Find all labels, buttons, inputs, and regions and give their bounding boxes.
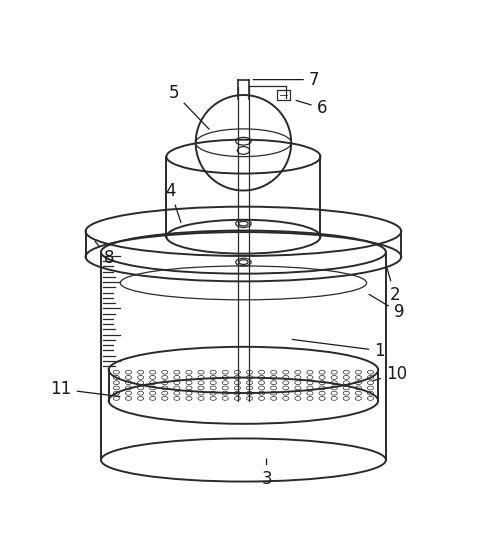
Bar bbox=[277, 90, 290, 100]
Text: 7: 7 bbox=[253, 71, 319, 89]
Text: 1: 1 bbox=[293, 339, 385, 359]
Text: 6: 6 bbox=[296, 99, 327, 117]
Text: 11: 11 bbox=[50, 380, 120, 398]
Text: 10: 10 bbox=[373, 365, 407, 383]
Text: 3: 3 bbox=[261, 459, 272, 488]
Text: 2: 2 bbox=[387, 267, 400, 304]
Text: 8: 8 bbox=[95, 241, 114, 267]
Text: 9: 9 bbox=[369, 294, 404, 321]
Text: 4: 4 bbox=[165, 181, 181, 222]
Text: 5: 5 bbox=[169, 84, 209, 129]
